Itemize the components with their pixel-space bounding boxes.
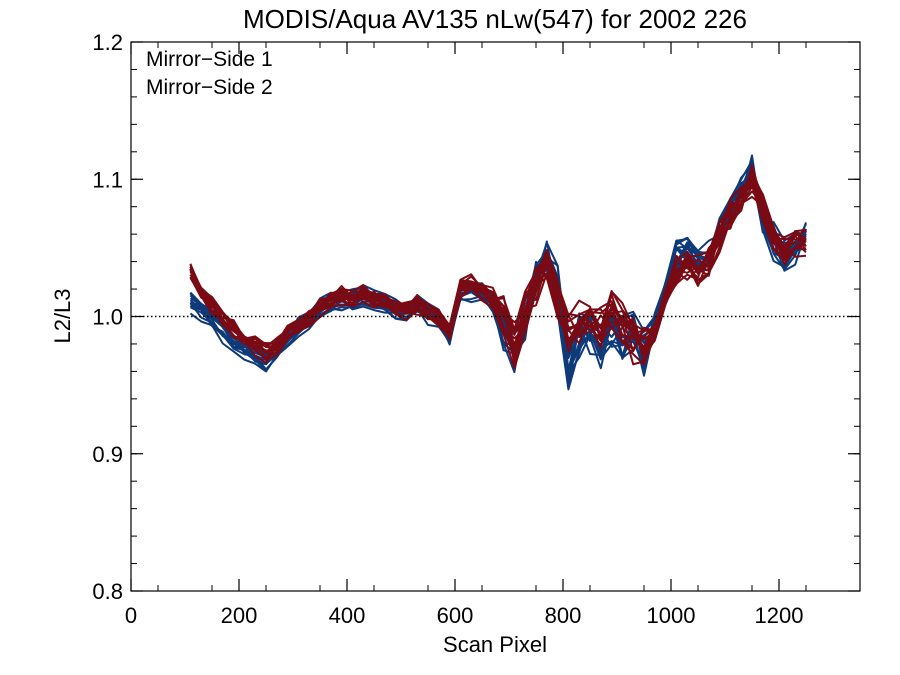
- series-1-line: [189, 159, 807, 388]
- x-tick-label: 600: [437, 603, 474, 628]
- y-tick-label: 1.1: [92, 167, 123, 192]
- y-tick-label: 0.8: [92, 579, 123, 604]
- y-tick-label: 1.0: [92, 305, 123, 330]
- x-tick-label: 1000: [647, 603, 696, 628]
- series-2-line: [189, 177, 807, 366]
- y-tick-label: 1.2: [92, 30, 123, 55]
- x-tick-label: 0: [125, 603, 137, 628]
- series-1: [189, 154, 807, 391]
- legend-entry-2: Mirror−Side 2: [146, 76, 273, 99]
- legend-entry-1: Mirror−Side 1: [146, 48, 273, 71]
- series-1-line: [189, 165, 807, 391]
- x-tick-label: 400: [329, 603, 366, 628]
- y-axis-label: L2/L3: [50, 288, 75, 343]
- x-axis-label: Scan Pixel: [443, 632, 547, 657]
- legend: Mirror−Side 1 Mirror−Side 2: [146, 48, 273, 99]
- x-tick-label: 1200: [755, 603, 804, 628]
- axes-layer: 0 200 400 600 800 1000 1200 0.8 0.9 1.0 1.1 1.2: [92, 30, 861, 628]
- x-tick-label: 800: [545, 603, 582, 628]
- data-layer: [189, 154, 807, 391]
- series-2: [189, 164, 807, 370]
- y-tick-label: 0.9: [92, 442, 123, 467]
- series-2-line: [189, 164, 807, 359]
- series-2-line: [189, 173, 807, 360]
- x-tick-label: 200: [221, 603, 258, 628]
- chart-title: MODIS/Aqua AV135 nLw(547) for 2002 226: [243, 4, 747, 34]
